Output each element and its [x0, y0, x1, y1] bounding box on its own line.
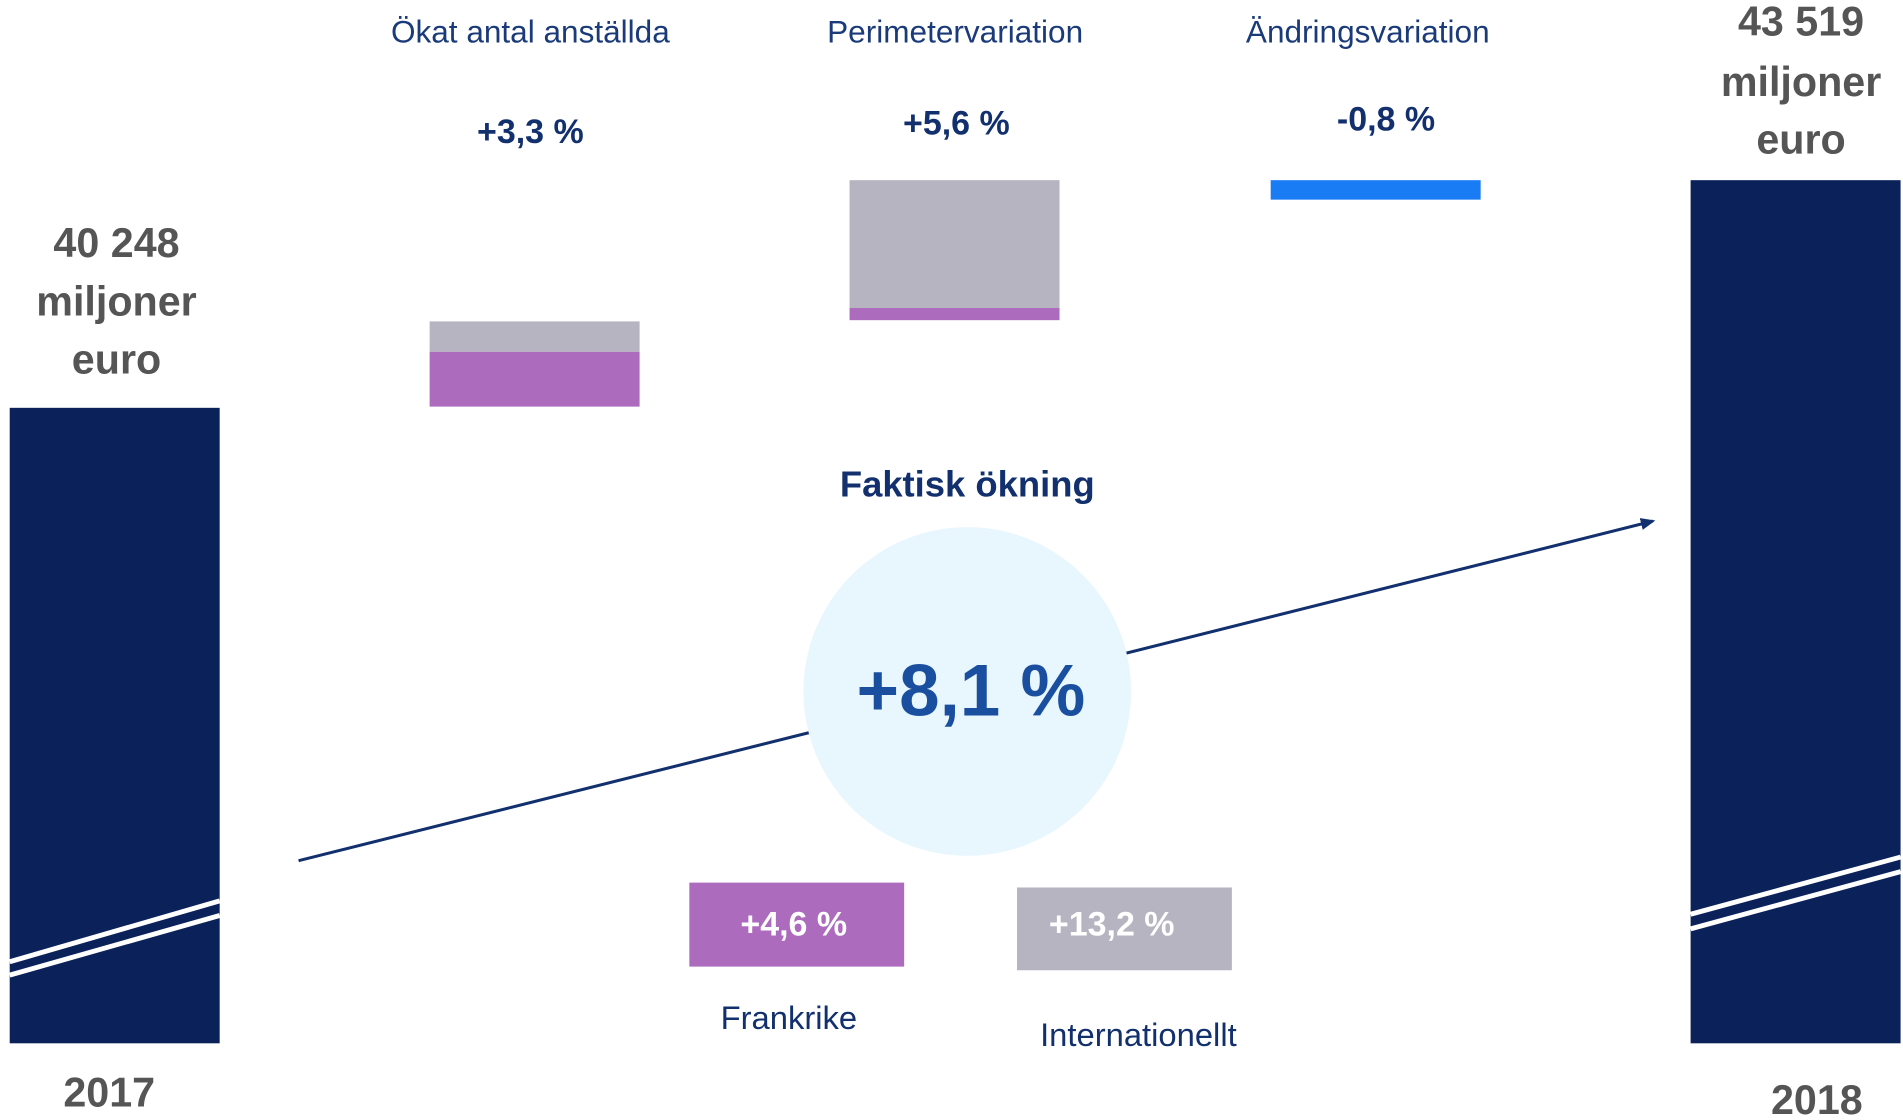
factor-change: -0,8 % [1337, 101, 1435, 139]
factor-change: +5,6 % [903, 104, 1010, 142]
breakdown-box [689, 882, 905, 967]
breakdown-box [1017, 887, 1232, 971]
end-amount: miljoner [1721, 59, 1881, 105]
factor-label: Ökat antal anställda [391, 13, 670, 49]
stripe [1689, 854, 1902, 917]
start-amount: 40 248 [53, 220, 179, 266]
segment [429, 321, 640, 352]
segment [849, 308, 1060, 321]
segment [1270, 180, 1481, 200]
breakdown-label: Internationellt [1040, 1016, 1237, 1053]
segment [849, 180, 1060, 308]
start-amount: euro [72, 337, 161, 383]
end-year: 2018 [1771, 1077, 1863, 1120]
breakdown-change: +4,6 % [740, 905, 847, 943]
breakdown-change: +13,2 % [1049, 905, 1175, 943]
factor-change: +3,3 % [477, 113, 584, 151]
start-amount: miljoner [36, 278, 196, 324]
breakdown-label: Frankrike [721, 999, 857, 1036]
end-amount: euro [1756, 116, 1845, 162]
actual-change: +8,1 % [857, 651, 1086, 732]
stripe [9, 913, 221, 978]
stripe [1689, 869, 1902, 932]
start-bar [9, 407, 220, 1044]
factor-label: Ändringsvariation [1246, 13, 1490, 49]
stripe [9, 898, 221, 965]
circle [803, 527, 1132, 856]
factor-label: Perimetervariation [827, 13, 1083, 49]
start-year: 2017 [63, 1070, 155, 1116]
end-amount: 43 519 [1738, 0, 1864, 44]
actual-title: Faktisk ökning [840, 464, 1095, 505]
end-bar [1690, 180, 1901, 1044]
segment [429, 351, 640, 407]
